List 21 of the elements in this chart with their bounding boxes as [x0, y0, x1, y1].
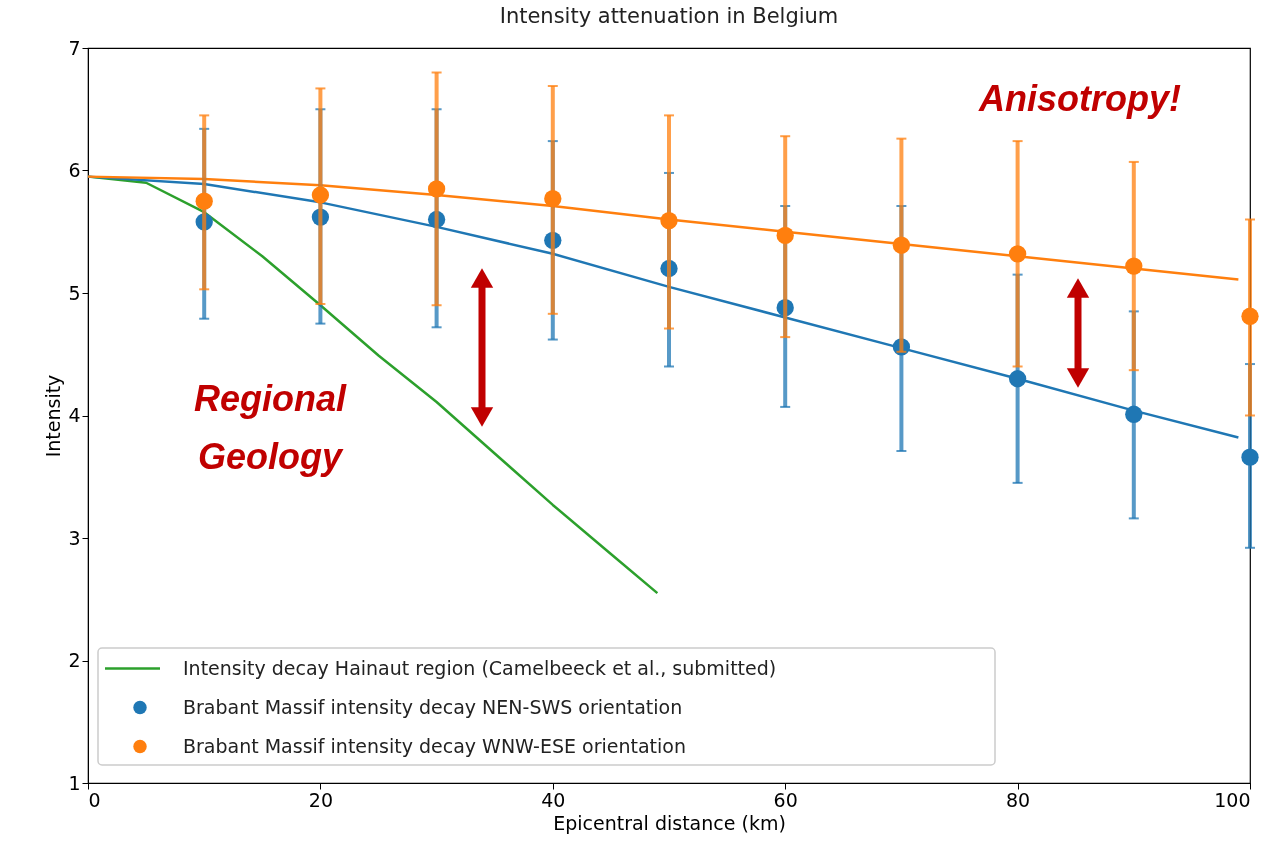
- legend-label: Brabant Massif intensity decay NEN-SWS orientation: [183, 695, 683, 718]
- x-tick-label: 80: [1006, 788, 1031, 811]
- annotation: Anisotropy!: [978, 78, 1181, 119]
- chart-title: Intensity attenuation in Belgium: [499, 4, 839, 28]
- annotation: Regional Geology: [193, 378, 348, 477]
- x-tick-label: 20: [308, 788, 333, 811]
- y-axis-title: Intensity: [42, 374, 65, 458]
- legend-label: Brabant Massif intensity decay WNW-ESE orientation: [183, 734, 687, 757]
- y-tick-label: 3: [68, 526, 81, 549]
- y-tick-label: 2: [68, 649, 81, 671]
- y-tick-label: 4: [68, 404, 81, 426]
- x-tick-label: 0: [88, 788, 101, 811]
- y-tick-label: 1: [68, 771, 81, 794]
- legend-label: Intensity decay Hainaut region (Camelbeeck et al., submitted): [183, 656, 777, 679]
- x-tick-label: 40: [541, 788, 566, 811]
- y-tick-label: 6: [68, 159, 81, 181]
- y-tick-label: 5: [68, 281, 81, 304]
- x-tick-label: 100: [1214, 788, 1251, 811]
- x-axis-title: Epicentral distance (km): [553, 811, 786, 834]
- x-tick-label: 60: [773, 788, 798, 811]
- y-tick-label: 7: [68, 36, 81, 59]
